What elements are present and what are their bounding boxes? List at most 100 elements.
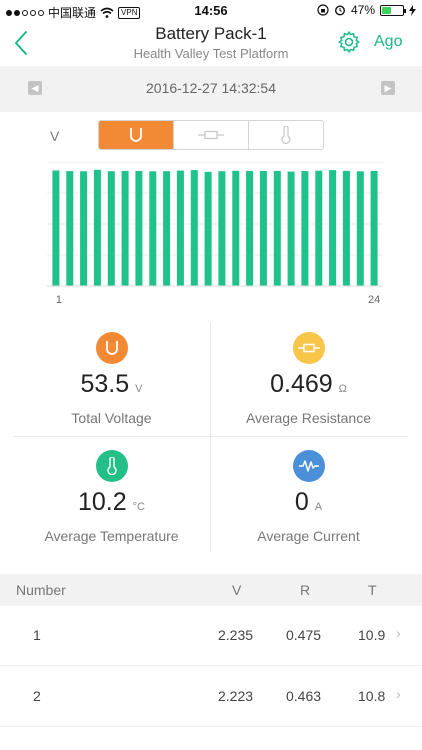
gear-icon xyxy=(338,31,360,53)
chart-bar-20 xyxy=(315,170,323,286)
table-header: Number V R T xyxy=(0,574,422,606)
avg-resistance-card: 0.469 Ω Average Resistance xyxy=(203,318,414,436)
status-bar: 中国联通 VPN 14:56 47% xyxy=(0,0,422,22)
chart-bar-17 xyxy=(273,171,281,286)
caret-left-icon: ◀ xyxy=(31,83,39,93)
cell-v: 2.223 xyxy=(218,688,254,704)
chart-bar-10 xyxy=(176,170,184,286)
status-right: 47% xyxy=(317,3,416,17)
header-v: V xyxy=(232,582,242,598)
carrier-label: 中国联通 xyxy=(48,6,97,20)
status-left: 中国联通 VPN xyxy=(6,4,141,21)
chart-bar-24 xyxy=(370,171,378,286)
table-row[interactable]: 1 2.235 0.475 10.9 › xyxy=(0,606,422,666)
stats-grid: 53.5 V Total Voltage 0.469 Ω Average Res… xyxy=(0,318,422,558)
cell-t: 10.8 xyxy=(358,688,386,704)
segment-temperature[interactable] xyxy=(249,121,323,149)
alarm-icon xyxy=(334,5,345,16)
ago-button[interactable]: Ago xyxy=(374,33,403,50)
voltage-icon xyxy=(130,128,142,142)
chevron-right-icon: › xyxy=(396,625,401,641)
date-time: 2016-12-27 14:32:54 xyxy=(146,80,276,96)
chart-bar-18 xyxy=(287,171,295,286)
table-row[interactable]: 2 2.223 0.463 10.8 › xyxy=(0,667,422,727)
battery-percent: 47% xyxy=(350,3,375,17)
chart-bar-13 xyxy=(218,171,226,286)
avg-temperature-value: 10.2 xyxy=(77,488,127,516)
chart-bar-15 xyxy=(246,170,254,286)
total-voltage-value: 53.5 xyxy=(80,370,130,398)
settings-button[interactable] xyxy=(337,30,361,54)
segment-resistance[interactable] xyxy=(174,121,249,149)
chevron-right-icon: › xyxy=(396,686,401,702)
chart-bar-7 xyxy=(135,171,143,286)
chart-bar-9 xyxy=(163,171,171,286)
signal-icon xyxy=(6,9,44,16)
chevron-left-icon xyxy=(15,31,27,55)
date-bar: ◀ 2016-12-27 14:32:54 ▶ xyxy=(0,66,422,112)
stats-divider-vertical xyxy=(210,322,211,552)
cell-number: 1 xyxy=(33,627,41,643)
cell-v: 2.235 xyxy=(218,627,254,643)
chart-bar-21 xyxy=(329,170,337,286)
next-date-button[interactable]: ▶ xyxy=(381,81,395,95)
chart-svg: 1 24 xyxy=(47,162,383,306)
cell-r: 0.475 xyxy=(286,627,322,643)
chart-bar-22 xyxy=(342,170,350,286)
voltage-icon xyxy=(95,332,128,364)
vpn-badge: VPN xyxy=(118,6,141,19)
chart-bar-4 xyxy=(93,169,101,287)
waveform-icon xyxy=(292,450,325,482)
header-t: T xyxy=(368,582,377,598)
wifi-icon xyxy=(100,7,114,18)
cell-voltage-chart: 1 24 xyxy=(47,162,383,307)
chart-tick-label: 24 xyxy=(368,294,380,306)
avg-current-label: Average Current xyxy=(257,528,360,544)
chart-bar-14 xyxy=(232,170,240,286)
caret-right-icon: ▶ xyxy=(384,83,392,93)
cell-r: 0.463 xyxy=(286,688,322,704)
chart-bar-23 xyxy=(356,171,364,286)
chart-bar-3 xyxy=(80,171,88,286)
page-subtitle: Health Valley Test Platform xyxy=(133,46,289,61)
chart-bar-1 xyxy=(52,170,60,286)
avg-temperature-card: 10.2 °C Average Temperature xyxy=(6,436,217,554)
nav-bar: Battery Pack-1 Health Valley Test Platfo… xyxy=(0,22,422,66)
cell-t: 10.9 xyxy=(358,627,386,643)
chart-tick-label: 1 xyxy=(56,294,62,306)
total-voltage-label: Total Voltage xyxy=(71,410,152,426)
chart-bar-12 xyxy=(204,171,212,286)
orientation-lock-icon xyxy=(317,4,329,16)
chart-bar-5 xyxy=(107,171,115,286)
chart-bar-19 xyxy=(301,171,309,286)
avg-temperature-label: Average Temperature xyxy=(44,528,179,544)
avg-current-card: 0 A Average Current xyxy=(203,436,414,554)
chart-bar-2 xyxy=(66,171,74,286)
cell-number: 2 xyxy=(33,688,41,704)
header-number: Number xyxy=(16,582,66,598)
avg-resistance-value: 0.469 xyxy=(270,370,333,398)
chart-bar-6 xyxy=(121,170,129,286)
battery-icon xyxy=(380,4,406,16)
chart-bar-8 xyxy=(149,171,157,286)
chart-bar-11 xyxy=(190,170,198,286)
avg-current-unit: A xyxy=(314,501,323,513)
resistance-icon xyxy=(292,332,325,364)
charging-icon xyxy=(409,4,416,16)
back-button[interactable] xyxy=(10,28,34,58)
metric-segment-control xyxy=(98,120,324,150)
header-r: R xyxy=(300,582,311,598)
chart-unit-label: V xyxy=(50,128,60,144)
chart-bar-16 xyxy=(259,171,267,286)
segment-voltage[interactable] xyxy=(99,121,174,149)
avg-current-value: 0 xyxy=(294,488,309,516)
total-voltage-unit: V xyxy=(135,383,143,395)
stats-divider-horizontal xyxy=(14,436,408,437)
previous-date-button[interactable]: ◀ xyxy=(28,81,42,95)
temperature-icon xyxy=(281,126,291,144)
status-time: 14:56 xyxy=(194,3,228,18)
resistance-icon xyxy=(198,130,224,140)
total-voltage-card: 53.5 V Total Voltage xyxy=(6,318,217,436)
avg-resistance-unit: Ω xyxy=(338,383,347,395)
thermometer-icon xyxy=(95,450,128,482)
